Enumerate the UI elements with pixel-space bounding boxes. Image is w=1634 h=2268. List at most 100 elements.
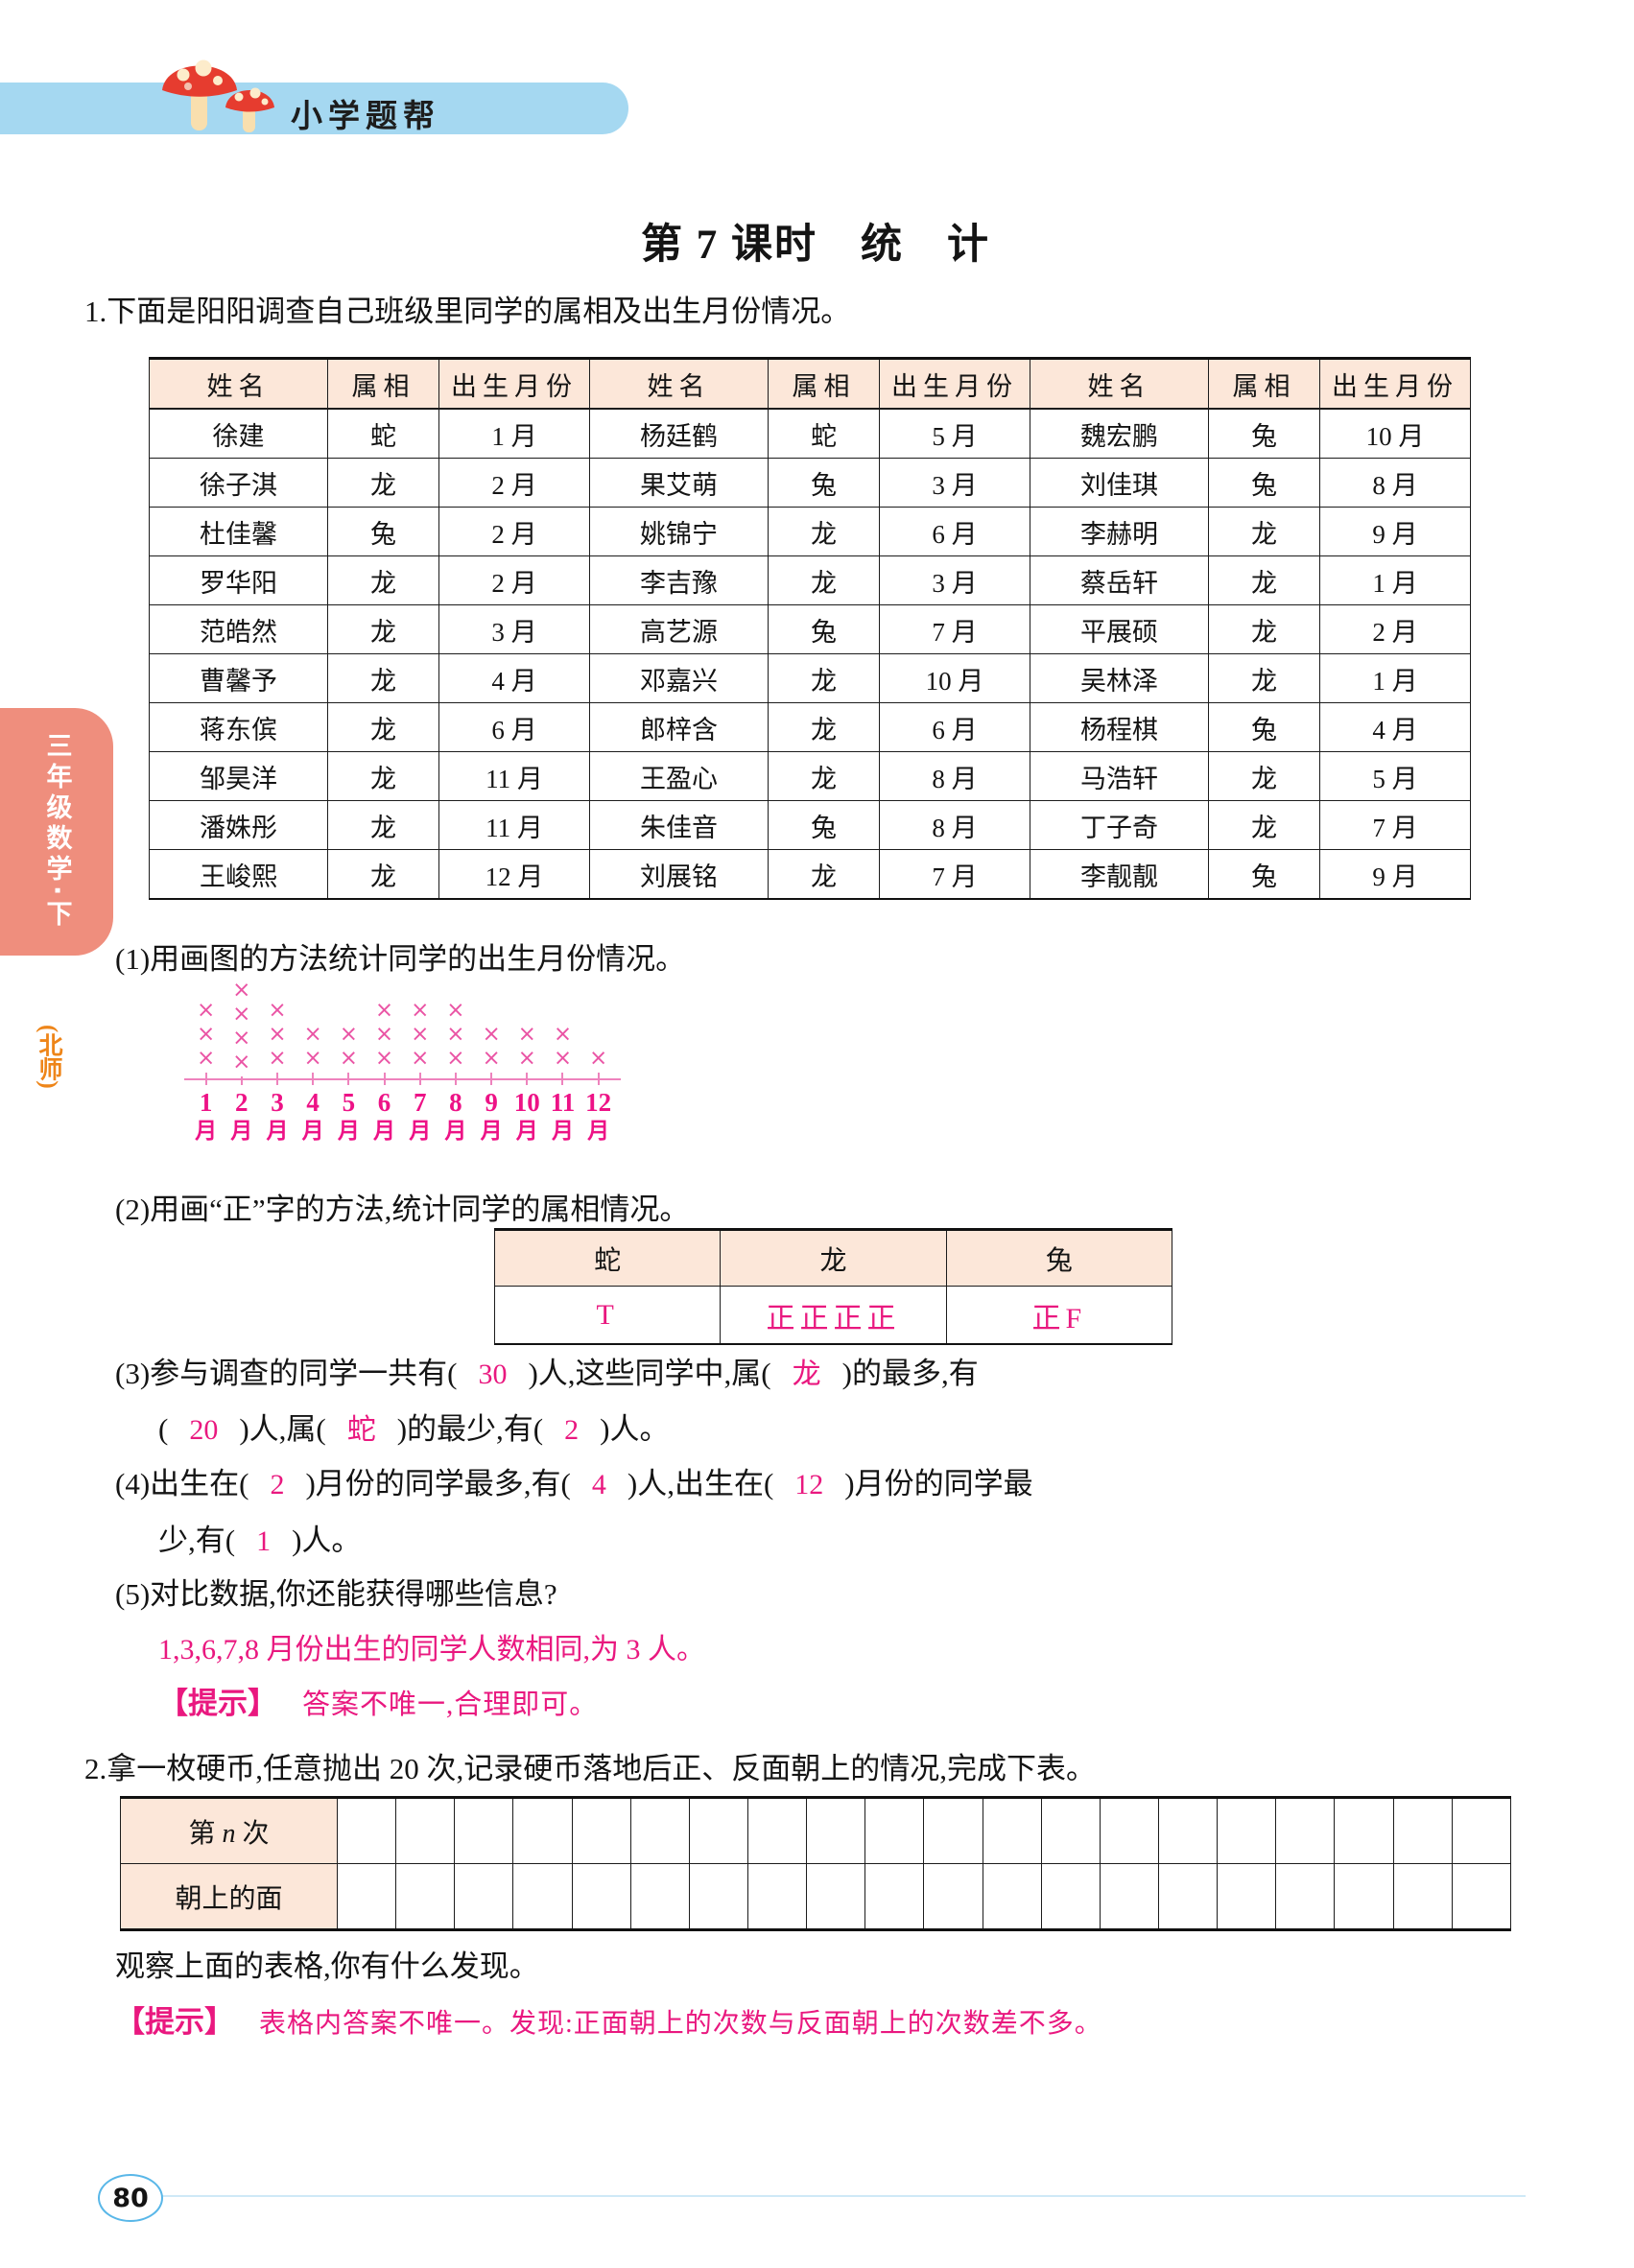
table-cell: 兔 [1208, 458, 1320, 508]
sub-question-5-answer: 1,3,6,7,8 月份出生的同学人数相同,为 3 人。 [158, 1634, 705, 1666]
table-cell: 龙 [327, 702, 439, 752]
table-cell: 5 月 [1319, 751, 1471, 801]
blank-answer-cell [688, 1797, 748, 1864]
table-cell: 龙 [327, 604, 439, 654]
chart-column: × × [331, 979, 367, 1085]
blank-answer-cell [864, 1797, 925, 1864]
chart-column: × × × × [224, 978, 259, 1085]
x-mark: × [232, 1050, 251, 1075]
table-cell: 高艺源 [589, 604, 769, 654]
table-cell: 罗华阳 [149, 555, 328, 605]
table-cell: 3 月 [879, 555, 1030, 605]
blank-answer-cell [571, 1863, 631, 1930]
table-cell: 龙 [768, 653, 880, 703]
table-cell: 龙 [327, 800, 439, 850]
axis-tick [454, 1073, 457, 1085]
table-cell: 2 月 [438, 458, 590, 508]
x-mark: × [446, 998, 465, 1023]
axis-tick [561, 1073, 564, 1085]
table-cell: 8 月 [879, 751, 1030, 801]
table-cell: 兔 [768, 800, 880, 850]
x-mark: × [411, 1022, 430, 1047]
x-mark: × [589, 1046, 608, 1071]
x-mark: × [232, 1002, 251, 1027]
blank-answer-cell [1451, 1863, 1512, 1930]
tally-header-rabbit: 兔 [945, 1229, 1173, 1287]
table-cell: 2 月 [438, 507, 590, 556]
table-cell: 姚锦宁 [589, 507, 769, 556]
table-cell: 9 月 [1319, 849, 1471, 900]
blank-answer-cell [746, 1797, 808, 1864]
blank-answer-cell [746, 1863, 808, 1930]
x-mark: × [517, 1022, 536, 1047]
chart-column: × × × [188, 979, 224, 1085]
blank-answer-cell [1040, 1863, 1101, 1930]
q3-text: )的最多,有 [841, 1357, 979, 1390]
table-cell: 4 月 [438, 653, 590, 703]
table-cell: 兔 [1208, 408, 1320, 459]
table-row: 王峻熙龙 12 月刘展铭龙 7 月李靓靓兔 9 月 [149, 849, 1471, 900]
blank-answer-cell [923, 1863, 983, 1930]
table-cell: 杜佳馨 [149, 507, 328, 556]
table-row: 邹昊洋龙 11 月王盈心龙 8 月马浩轩龙 5 月 [149, 751, 1471, 801]
table-cell: 兔 [1208, 849, 1320, 900]
hint-text: 表格内答案不唯一。发现:正面朝上的次数与反面朝上的次数差不多。 [259, 2009, 1102, 2039]
table-cell: 果艾萌 [589, 458, 769, 508]
table-cell: 龙 [327, 751, 439, 801]
x-mark: × [303, 1022, 322, 1047]
table-cell: 10 月 [879, 653, 1030, 703]
table-cell: 2 月 [1319, 604, 1471, 654]
table-header-cell: 姓名 [149, 358, 328, 410]
x-mark: × [339, 1022, 358, 1047]
table-row: 范皓然龙 3 月高艺源兔 7 月平展硕龙 2 月 [149, 604, 1471, 654]
table-cell: 曹馨予 [149, 653, 328, 703]
q4-text: )月份的同学最 [844, 1467, 1033, 1500]
sub-question-1-label: (1)用画图的方法统计同学的出生月份情况。 [115, 942, 686, 976]
q3-answer-least-zodiac: 蛇 [346, 1414, 376, 1446]
q3-text: )人,这些同学中,属( [528, 1357, 771, 1390]
table-header-cell: 属相 [327, 358, 439, 410]
table-cell: 李吉豫 [589, 555, 769, 605]
q3-text: ( [158, 1412, 169, 1446]
coin-toss-table: 第 n 次 朝上的面 [120, 1796, 1512, 1931]
table-row: 蒋东傧龙 6 月郎梓含龙 6 月杨程棋兔 4 月 [149, 702, 1471, 752]
tally-header-snake: 蛇 [493, 1229, 722, 1287]
table-cell: 李靓靓 [1030, 849, 1209, 900]
table-cell: 杨程棋 [1030, 702, 1209, 752]
blank-answer-cell [629, 1797, 690, 1864]
x-mark: × [411, 998, 430, 1023]
table-header-cell: 出生月份 [1319, 358, 1471, 410]
x-mark: × [374, 1046, 394, 1071]
table-row: 曹馨予龙 4 月邓嘉兴龙 10 月吴林泽龙 1 月 [149, 653, 1471, 703]
blank-answer-cell [806, 1797, 866, 1864]
table-cell: 龙 [1208, 507, 1320, 556]
coin-table-row-n: 第 n 次 [120, 1797, 1512, 1864]
coin-table-row-face: 朝上的面 [120, 1863, 1512, 1930]
sub-question-2-label: (2)用画“正”字的方法,统计同学的属相情况。 [115, 1193, 690, 1226]
blank-answer-cell [1392, 1863, 1453, 1930]
blank-answer-cell [571, 1797, 631, 1864]
x-mark: × [374, 1022, 394, 1047]
sub-question-3-line2: (20)人,属(蛇)的最少,有(2)人。 [158, 1410, 669, 1450]
table-header-cell: 姓名 [589, 358, 769, 410]
axis-tick [490, 1073, 493, 1085]
table-cell: 龙 [1208, 555, 1320, 605]
blank-answer-cell [688, 1863, 748, 1930]
table-cell: 6 月 [879, 702, 1030, 752]
x-mark: × [232, 978, 251, 1003]
table-row: 潘姝彤龙 11 月朱佳音兔 8 月丁子奇龙 7 月 [149, 800, 1471, 850]
q4-answer-most-month: 2 [270, 1469, 285, 1500]
axis-tick [383, 1073, 386, 1085]
zodiac-tally-table: 蛇 龙 兔 T 正正正正 正F [493, 1228, 1173, 1345]
chart-column: × × × [367, 979, 402, 1085]
table-header-cell: 出生月份 [879, 358, 1030, 410]
q4-text: )月份的同学最多,有( [305, 1467, 571, 1500]
question-2-prompt: 2.拿一枚硬币,任意抛出 20 次,记录硬币落地后正、反面朝上的情况,完成下表。 [84, 1752, 1096, 1785]
chart-column: × × × [259, 979, 295, 1085]
axis-tick [204, 1073, 207, 1085]
q3-text: )的最少,有( [396, 1412, 544, 1446]
x-mark: × [232, 1026, 251, 1051]
table-cell: 邓嘉兴 [589, 653, 769, 703]
